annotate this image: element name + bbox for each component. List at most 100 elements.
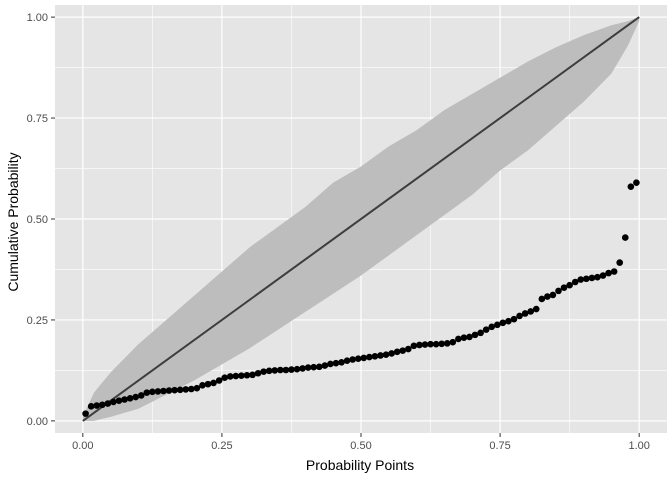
data-point <box>410 342 418 350</box>
data-point <box>87 403 95 410</box>
data-point <box>126 394 134 402</box>
data-point <box>571 278 579 286</box>
data-point <box>271 367 279 374</box>
data-point <box>321 362 329 369</box>
data-point <box>555 287 562 295</box>
data-point <box>221 374 228 381</box>
data-point <box>137 392 145 399</box>
data-point <box>421 341 429 348</box>
data-point <box>343 357 351 365</box>
data-point <box>449 338 457 346</box>
data-point <box>594 273 601 281</box>
data-point <box>516 312 523 320</box>
data-point <box>499 319 507 327</box>
data-point <box>616 259 624 266</box>
data-point <box>254 369 262 377</box>
data-point <box>494 321 501 329</box>
data-point <box>488 323 496 331</box>
x-tick-label: 1.00 <box>628 440 649 452</box>
data-point <box>538 295 546 303</box>
data-point <box>193 384 201 392</box>
data-point <box>505 317 512 325</box>
data-point <box>371 352 379 360</box>
data-point <box>633 179 640 186</box>
data-point <box>544 293 551 300</box>
data-point <box>215 377 223 384</box>
data-point <box>438 340 445 348</box>
y-axis-title: Cumulative Probability <box>5 152 21 291</box>
data-point <box>388 350 395 357</box>
data-point <box>482 326 490 333</box>
y-tick-label: 0.00 <box>27 416 48 428</box>
data-points <box>82 179 640 417</box>
data-point <box>360 354 368 362</box>
data-point <box>104 400 112 407</box>
data-point <box>288 366 295 373</box>
data-point <box>238 372 245 379</box>
data-point <box>199 382 206 389</box>
x-tick-label: 0.25 <box>211 440 232 452</box>
x-tick-label: 0.00 <box>72 440 93 452</box>
data-point <box>627 183 635 190</box>
data-point <box>621 234 629 241</box>
data-point <box>399 347 407 354</box>
data-point <box>132 393 139 401</box>
y-tick-label: 0.25 <box>27 315 48 327</box>
data-point <box>471 331 479 339</box>
data-point <box>432 340 440 348</box>
data-point <box>427 340 434 348</box>
data-point <box>460 334 468 342</box>
data-point <box>210 379 217 387</box>
data-point <box>93 402 101 409</box>
data-point <box>304 364 312 371</box>
data-point <box>249 371 256 379</box>
data-point <box>393 348 401 356</box>
data-point <box>327 360 334 368</box>
data-point <box>510 315 518 323</box>
data-point <box>466 333 473 341</box>
data-point <box>98 401 106 409</box>
data-point <box>455 335 462 343</box>
data-point <box>577 276 585 283</box>
data-point <box>416 341 423 349</box>
data-point <box>282 366 290 374</box>
data-point <box>188 385 195 393</box>
data-point <box>171 386 178 394</box>
data-point <box>165 387 173 394</box>
y-tick-label: 1.00 <box>27 12 48 24</box>
data-point <box>382 351 390 358</box>
data-point <box>154 388 162 395</box>
data-point <box>121 396 128 403</box>
data-point <box>243 371 251 379</box>
data-point <box>566 281 573 289</box>
data-point <box>560 284 568 291</box>
x-tick-label: 0.50 <box>350 440 371 452</box>
data-point <box>583 275 590 283</box>
data-point <box>265 367 273 375</box>
data-point <box>310 363 318 371</box>
data-point <box>82 410 89 417</box>
x-axis-ticks: 0.00 0.25 0.50 0.75 1.00 <box>72 433 650 452</box>
data-point <box>160 387 167 395</box>
data-point <box>226 373 234 380</box>
data-point <box>232 372 240 380</box>
data-point <box>176 386 184 394</box>
data-point <box>149 388 156 396</box>
reference-line <box>82 16 640 422</box>
y-axis-ticks: 0.00 0.25 0.50 0.75 1.00 <box>27 12 55 428</box>
data-point <box>349 356 356 363</box>
y-tick-label: 0.75 <box>27 113 48 125</box>
data-point <box>605 269 612 277</box>
data-point <box>338 359 345 366</box>
y-tick-label: 0.50 <box>27 214 48 226</box>
data-point <box>354 355 362 363</box>
data-point <box>115 397 123 405</box>
data-point <box>532 305 540 313</box>
data-point <box>204 380 212 388</box>
data-point <box>315 363 323 371</box>
x-axis-title: Probability Points <box>306 457 414 473</box>
data-point <box>377 352 384 359</box>
data-point <box>143 389 151 396</box>
data-point <box>182 386 190 393</box>
